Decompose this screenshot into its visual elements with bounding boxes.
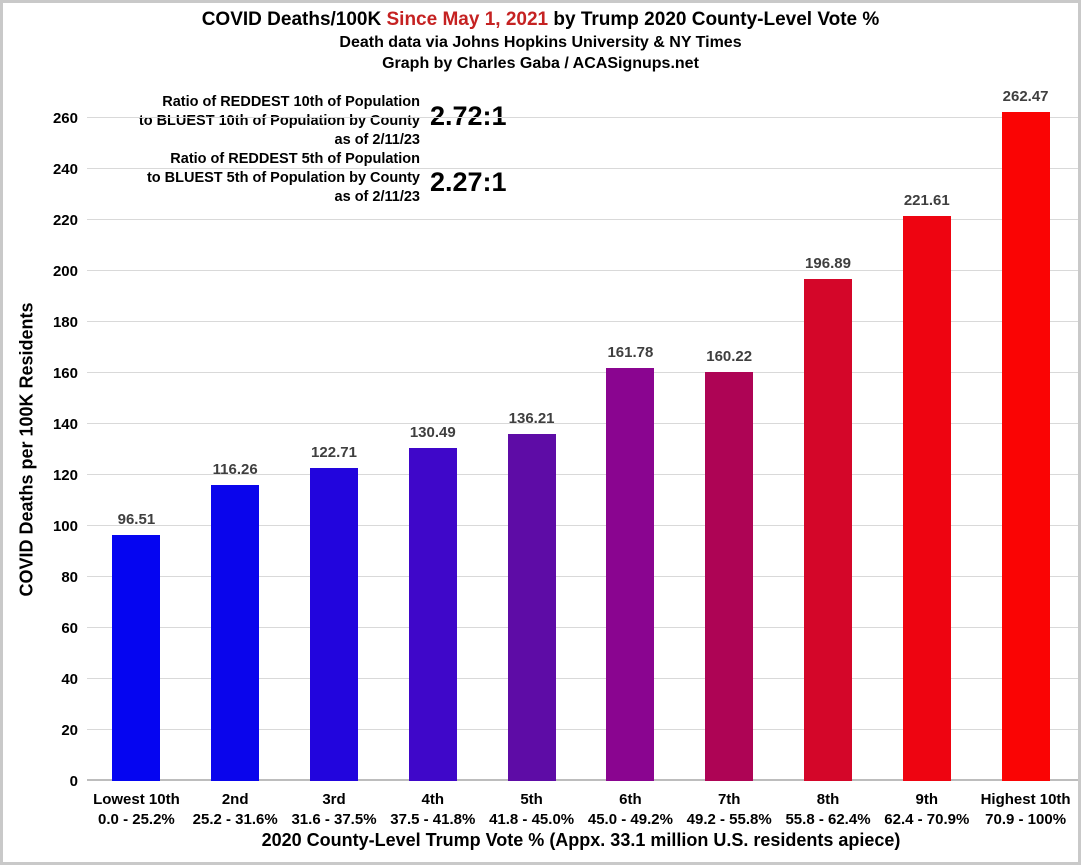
bar-value-2nd: 116.26: [212, 460, 258, 478]
gridline-180: [87, 321, 1078, 322]
x-tick-category: 9th: [915, 791, 939, 808]
gridline-20: [87, 729, 1078, 730]
gridline-100: [87, 525, 1078, 526]
y-axis-tick-60: 60: [61, 620, 78, 637]
x-axis-tick-4th: 4th 37.5 - 41.8%: [377, 790, 489, 830]
x-tick-range: 62.4 - 70.9%: [884, 811, 970, 828]
annotation-line: Ratio of REDDEST 10th of Population: [162, 94, 420, 110]
y-axis-tick-100: 100: [52, 518, 78, 535]
y-axis-tick-0: 0: [69, 773, 78, 790]
bar-2nd[interactable]: [211, 484, 260, 781]
annotation-line: as of 2/11/23: [334, 189, 420, 205]
x-axis-tick-5th: 5th 41.8 - 45.0%: [476, 790, 588, 830]
x-axis-tick-7th: 7th 49.2 - 55.8%: [673, 790, 785, 830]
x-tick-range: 31.6 - 37.5%: [291, 811, 377, 828]
x-tick-range: 70.9 - 100%: [985, 811, 1067, 828]
y-axis-tick-120: 120: [52, 467, 78, 484]
chart-title: COVID Deaths/100K Since May 1, 2021 by T…: [3, 8, 1078, 32]
bar-value-5th: 136.21: [508, 409, 555, 427]
annotation-line: as of 2/11/23: [334, 132, 420, 148]
y-axis-tick-220: 220: [52, 212, 78, 229]
ratio-5th-value: 2.27:1: [430, 167, 507, 197]
bar-7th[interactable]: [705, 372, 754, 781]
gridline-200: [87, 270, 1078, 271]
bar-3rd[interactable]: [310, 468, 358, 781]
x-tick-category: 3rd: [322, 791, 346, 808]
gridline-60: [87, 627, 1078, 628]
x-tick-range: 41.8 - 45.0%: [489, 811, 575, 828]
gridline-0: [87, 779, 1078, 781]
gridline-260: [87, 117, 1078, 118]
x-tick-range: 45.0 - 49.2%: [587, 811, 673, 828]
x-tick-range: 49.2 - 55.8%: [686, 811, 772, 828]
y-axis-tick-240: 240: [52, 161, 78, 178]
x-tick-range: 37.5 - 41.8%: [390, 811, 476, 828]
bar-value-7th: 160.22: [706, 348, 753, 366]
ratio-10th-value: 2.72:1: [430, 101, 507, 131]
gridline-40: [87, 678, 1078, 679]
gridline-120: [87, 474, 1078, 475]
chart-credit: Graph by Charles Gaba / ACASignups.net: [382, 55, 699, 72]
chart-title-part3: by Trump 2020 County-Level Vote %: [553, 9, 880, 30]
bar-value-lowest-10th: 96.51: [117, 510, 156, 528]
x-axis-tick-6th: 6th 45.0 - 49.2%: [574, 790, 686, 830]
x-axis-tick-3rd: 3rd 31.6 - 37.5%: [278, 790, 390, 830]
y-axis-tick-160: 160: [52, 365, 78, 382]
gridline-160: [87, 372, 1078, 373]
x-tick-category: 6th: [619, 791, 642, 808]
bar-value-9th: 221.61: [903, 191, 950, 209]
gridline-240: [87, 168, 1078, 169]
x-tick-category: Lowest 10th: [93, 791, 180, 808]
x-tick-category: 5th: [520, 791, 543, 808]
gridline-80: [87, 576, 1078, 577]
bar-value-6th: 161.78: [607, 344, 654, 362]
annotation-line: Ratio of REDDEST 5th of Population: [170, 151, 420, 167]
bar-lowest-10th[interactable]: [112, 534, 161, 781]
x-tick-range: 25.2 - 31.6%: [192, 811, 278, 828]
x-tick-category: 7th: [717, 791, 741, 808]
x-axis-title: 2020 County-Level Trump Vote % (Appx. 33…: [261, 830, 901, 850]
y-axis-tick-200: 200: [52, 263, 78, 280]
bar-value-4th: 130.49: [409, 424, 456, 442]
x-tick-category: 8th: [816, 791, 840, 808]
x-tick-category: 2nd: [221, 791, 249, 808]
bar-value-3rd: 122.71: [311, 444, 357, 462]
chart-subtitle: Death data via Johns Hopkins University …: [339, 34, 742, 51]
x-axis-tick-9th: 9th 62.4 - 70.9%: [871, 790, 983, 830]
bar-value-8th: 196.89: [805, 254, 851, 272]
x-axis-tick-highest-10th: Highest 10th 70.9 - 100%: [970, 790, 1078, 830]
bar-value-highest-10th: 262.47: [1002, 87, 1049, 105]
y-axis-tick-260: 260: [52, 110, 78, 127]
bar-5th[interactable]: [507, 433, 556, 781]
x-axis-tick-8th: 8th 55.8 - 62.4%: [772, 790, 884, 830]
bar-8th[interactable]: [804, 278, 852, 781]
y-axis-tick-140: 140: [52, 416, 78, 433]
bar-6th[interactable]: [606, 368, 655, 781]
x-tick-category: Highest 10th: [980, 791, 1071, 808]
ratio-5th-annotation: Ratio of REDDEST 5th of Population to BL…: [90, 150, 420, 207]
gridline-220: [87, 219, 1078, 220]
x-tick-range: 55.8 - 62.4%: [785, 811, 871, 828]
bar-4th[interactable]: [408, 448, 457, 781]
gridline-140: [87, 423, 1078, 424]
y-axis-tick-180: 180: [52, 314, 78, 331]
plot-area: 0 20 40 60 80 100 120 140 160 180 200 220 240 260 96.5…: [53, 88, 1078, 828]
bar-9th[interactable]: [902, 215, 951, 781]
x-tick-category: 4th: [421, 791, 445, 808]
x-axis-tick-2nd: 2nd 25.2 - 31.6%: [179, 790, 291, 830]
x-axis-tick-lowest-10th: Lowest 10th 0.0 - 25.2%: [80, 790, 192, 830]
title-block: COVID Deaths/100K Since May 1, 2021 by T…: [3, 8, 1078, 74]
y-axis-tick-20: 20: [61, 722, 78, 739]
chart-title-highlight: Since May 1, 2021: [386, 9, 549, 30]
bar-highest-10th[interactable]: [1001, 111, 1050, 781]
annotation-line: to BLUEST 5th of Population by County: [146, 170, 420, 186]
y-axis-tick-80: 80: [61, 569, 78, 586]
x-tick-range: 0.0 - 25.2%: [98, 811, 175, 828]
y-axis-tick-40: 40: [61, 671, 78, 688]
chart-title-part1: COVID Deaths/100K: [201, 9, 382, 30]
y-axis-title: COVID Deaths per 100K Residents: [16, 302, 37, 597]
